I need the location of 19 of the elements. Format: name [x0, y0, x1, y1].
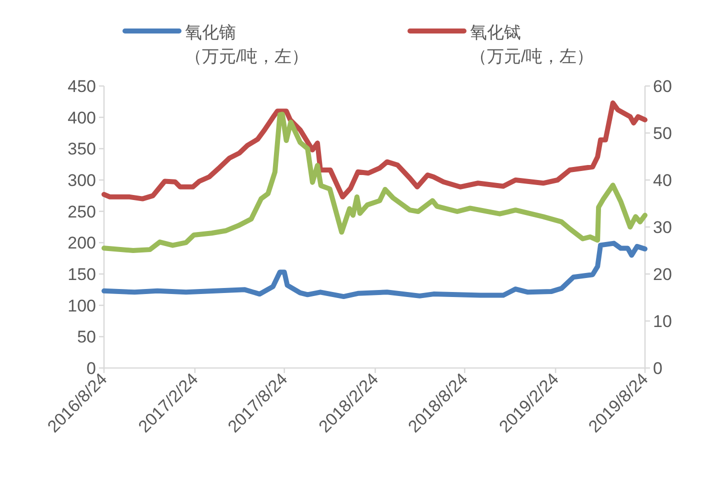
- y2-tick-label: 0: [653, 359, 662, 378]
- y2-tick-label: 20: [653, 265, 672, 284]
- y-tick-label: 150: [68, 265, 96, 284]
- y-tick-label: 100: [68, 296, 96, 316]
- legend-label: 氧化镝（万元/吨，左）: [185, 23, 309, 66]
- y-tick-label: 350: [68, 140, 96, 159]
- y-tick-label: 400: [68, 108, 96, 128]
- y-tick-label: 50: [77, 328, 96, 347]
- y-tick-label: 450: [68, 77, 96, 96]
- y2-tick-label: 30: [653, 218, 672, 237]
- y-tick-label: 300: [68, 171, 96, 190]
- y2-tick-label: 60: [653, 77, 672, 96]
- y2-tick-label: 50: [653, 124, 672, 143]
- y-tick-label: 200: [68, 234, 96, 253]
- y-tick-label: 0: [86, 359, 96, 378]
- y2-tick-label: 10: [653, 312, 672, 331]
- legend-label: 氧化铽（万元/吨，左）: [470, 23, 594, 66]
- y-tick-label: 250: [68, 202, 96, 222]
- y2-tick-label: 40: [653, 171, 672, 190]
